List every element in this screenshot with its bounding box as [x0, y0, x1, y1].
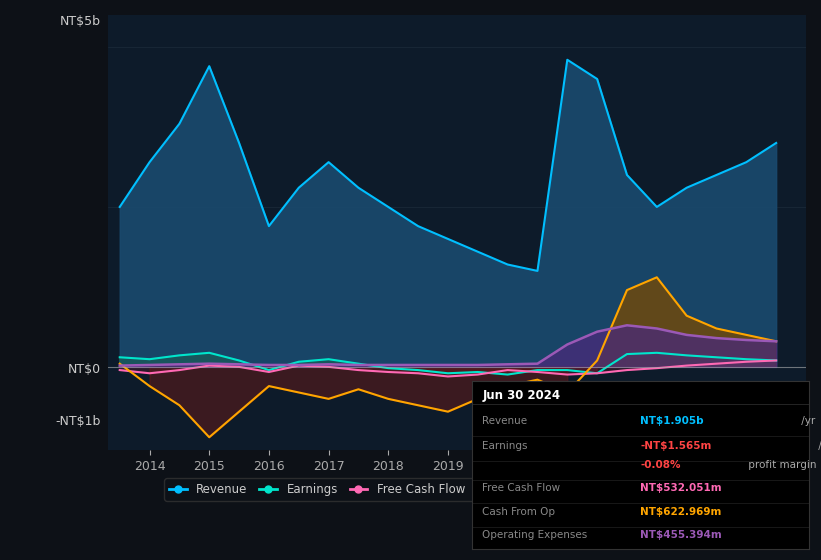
Text: Free Cash Flow: Free Cash Flow [482, 483, 560, 493]
Text: NT$5b: NT$5b [60, 15, 101, 28]
Text: -NT$1b: -NT$1b [56, 416, 101, 428]
Text: Operating Expenses: Operating Expenses [482, 530, 587, 540]
Text: -0.08%: -0.08% [640, 460, 681, 470]
Text: Jun 30 2024: Jun 30 2024 [482, 389, 560, 402]
Text: NT$622.969m: NT$622.969m [640, 507, 722, 517]
Text: NT$532.051m: NT$532.051m [640, 483, 722, 493]
Text: Revenue: Revenue [482, 416, 527, 426]
Legend: Revenue, Earnings, Free Cash Flow, Cash From Op, Operating Expenses: Revenue, Earnings, Free Cash Flow, Cash … [164, 478, 750, 501]
Text: Earnings: Earnings [482, 441, 528, 451]
Text: /yr: /yr [815, 441, 821, 451]
Text: -NT$1.565m: -NT$1.565m [640, 441, 712, 451]
Text: NT$1.905b: NT$1.905b [640, 416, 704, 426]
Text: NT$0: NT$0 [67, 363, 101, 376]
Text: profit margin: profit margin [745, 460, 817, 470]
Text: Cash From Op: Cash From Op [482, 507, 555, 517]
Text: /yr: /yr [798, 416, 815, 426]
Text: NT$455.394m: NT$455.394m [640, 530, 722, 540]
